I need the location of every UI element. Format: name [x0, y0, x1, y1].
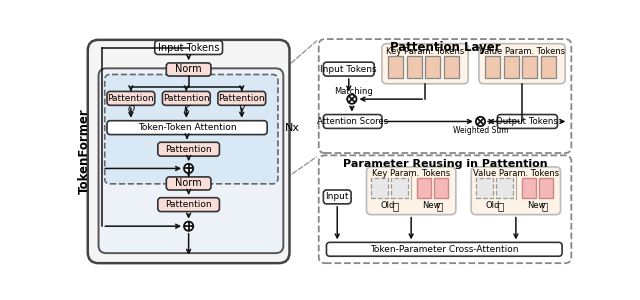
Bar [496, 178, 513, 198]
FancyBboxPatch shape [88, 40, 289, 263]
FancyBboxPatch shape [105, 74, 278, 184]
Bar [504, 56, 519, 78]
Text: Pattention: Pattention [165, 200, 212, 209]
FancyBboxPatch shape [107, 121, 267, 135]
FancyBboxPatch shape [166, 177, 211, 190]
FancyBboxPatch shape [155, 40, 223, 55]
Text: Output Tokens: Output Tokens [497, 117, 558, 126]
Text: Value Param. Tokens: Value Param. Tokens [479, 47, 565, 56]
Text: Value Param. Tokens: Value Param. Tokens [473, 169, 559, 178]
FancyBboxPatch shape [158, 142, 220, 156]
Bar [522, 56, 538, 78]
Text: V: V [239, 105, 245, 114]
Text: Weighted Sum: Weighted Sum [452, 126, 508, 135]
Text: Token-Token Attention: Token-Token Attention [138, 123, 236, 132]
Bar [476, 178, 493, 198]
Text: Pattention: Pattention [108, 94, 154, 103]
Text: 🔥: 🔥 [541, 201, 547, 211]
Text: Norm: Norm [175, 64, 202, 74]
Text: Q: Q [127, 105, 134, 114]
Text: TokenFormer: TokenFormer [77, 109, 90, 194]
FancyBboxPatch shape [323, 190, 351, 204]
Text: Pattention: Pattention [218, 94, 265, 103]
Text: Pattention Layer: Pattention Layer [390, 41, 500, 54]
FancyBboxPatch shape [326, 242, 562, 256]
FancyBboxPatch shape [319, 39, 572, 153]
Text: New: New [422, 201, 440, 210]
Bar [522, 178, 536, 198]
Text: New: New [527, 201, 545, 210]
Text: Nx: Nx [285, 123, 300, 134]
FancyBboxPatch shape [163, 92, 210, 105]
FancyBboxPatch shape [479, 44, 565, 84]
FancyBboxPatch shape [323, 62, 374, 76]
Text: Parameter Reusing in Pattention: Parameter Reusing in Pattention [343, 159, 547, 169]
Text: Input: Input [326, 192, 349, 201]
Bar [444, 56, 459, 78]
Text: Norm: Norm [175, 178, 202, 188]
Text: K: K [184, 105, 189, 114]
Bar [388, 56, 403, 78]
Text: 🔥: 🔥 [497, 201, 504, 211]
Bar [485, 56, 500, 78]
FancyBboxPatch shape [107, 92, 155, 105]
FancyBboxPatch shape [166, 63, 211, 76]
FancyBboxPatch shape [323, 115, 382, 128]
Bar [391, 178, 408, 198]
FancyBboxPatch shape [382, 44, 468, 84]
Text: Old: Old [486, 201, 500, 210]
Bar [435, 178, 448, 198]
Circle shape [348, 94, 356, 104]
FancyBboxPatch shape [367, 167, 456, 214]
Text: Token-Parameter Cross-Attention: Token-Parameter Cross-Attention [370, 245, 518, 254]
Text: Key Param. Tokens: Key Param. Tokens [372, 169, 451, 178]
FancyBboxPatch shape [158, 198, 220, 212]
Circle shape [476, 117, 485, 126]
Bar [539, 178, 553, 198]
Text: Key Param. Tokens: Key Param. Tokens [386, 47, 464, 56]
Bar [406, 56, 422, 78]
FancyBboxPatch shape [497, 115, 557, 128]
Text: Matching: Matching [334, 87, 372, 96]
FancyBboxPatch shape [319, 155, 572, 263]
Text: Input Tokens: Input Tokens [321, 64, 377, 74]
Text: Attention Scores: Attention Scores [317, 117, 388, 126]
Text: 🔥: 🔥 [436, 201, 443, 211]
Text: Old: Old [381, 201, 396, 210]
Bar [417, 178, 431, 198]
Text: Input Tokens: Input Tokens [158, 43, 220, 52]
Bar [541, 56, 556, 78]
Text: 🔥: 🔥 [392, 201, 399, 211]
Circle shape [184, 164, 193, 173]
Bar [371, 178, 388, 198]
Circle shape [184, 222, 193, 231]
Bar [425, 56, 440, 78]
Text: Pattention: Pattention [165, 145, 212, 154]
FancyBboxPatch shape [471, 167, 561, 214]
FancyBboxPatch shape [99, 68, 284, 253]
Text: Pattention: Pattention [163, 94, 210, 103]
FancyBboxPatch shape [218, 92, 266, 105]
